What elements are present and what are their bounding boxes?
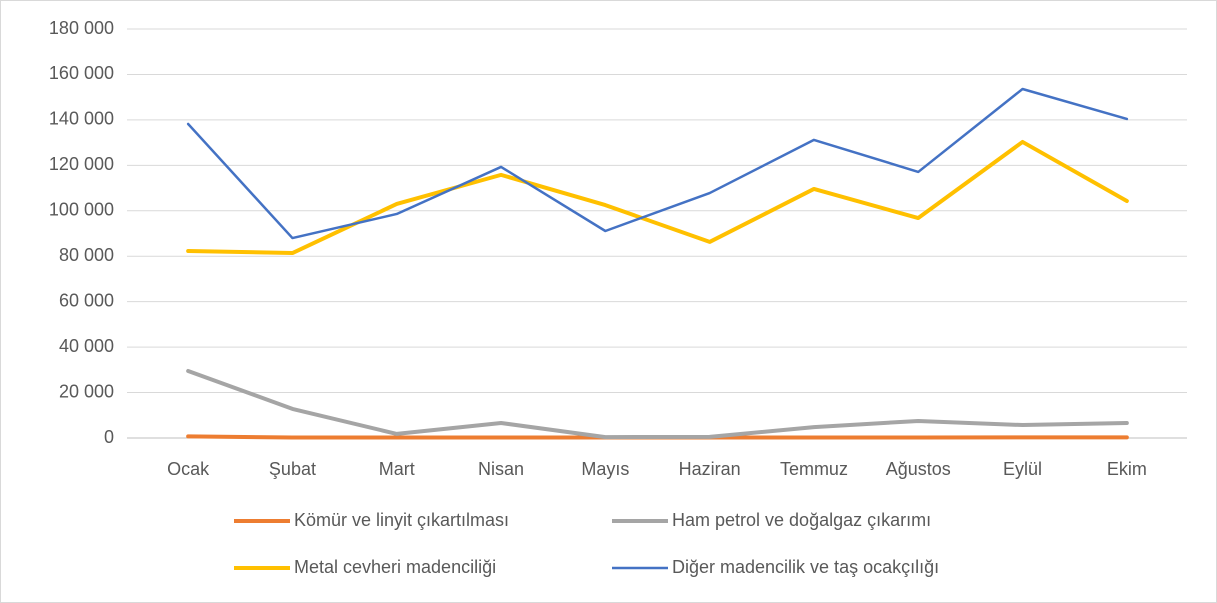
legend-label: Kömür ve linyit çıkartılması: [294, 510, 509, 530]
series-line: [186, 87, 1129, 240]
y-tick-label: 160 000: [49, 63, 114, 83]
y-tick-label: 120 000: [49, 154, 114, 174]
x-tick-label: Eylül: [1003, 459, 1042, 479]
y-tick-label: 60 000: [59, 290, 114, 310]
x-tick-label: Nisan: [478, 459, 524, 479]
x-tick-label: Şubat: [269, 459, 316, 479]
x-tick-label: Mayıs: [581, 459, 629, 479]
series-line: [186, 139, 1129, 256]
x-tick-label: Ekim: [1107, 459, 1147, 479]
series-line: [186, 368, 1129, 440]
y-tick-label: 140 000: [49, 109, 114, 129]
legend-label: Diğer madencilik ve taş ocakçılığı: [672, 557, 939, 577]
y-tick-label: 0: [104, 427, 114, 447]
x-tick-label: Temmuz: [780, 459, 848, 479]
legend-label: Ham petrol ve doğalgaz çıkarımı: [672, 510, 931, 530]
x-tick-label: Ağustos: [886, 459, 951, 479]
y-tick-label: 80 000: [59, 245, 114, 265]
x-tick-label: Haziran: [679, 459, 741, 479]
x-tick-label: Mart: [379, 459, 415, 479]
y-tick-label: 180 000: [49, 18, 114, 38]
y-tick-label: 40 000: [59, 336, 114, 356]
x-tick-label: Ocak: [167, 459, 210, 479]
y-tick-label: 100 000: [49, 200, 114, 220]
legend-label: Metal cevheri madenciliği: [294, 557, 496, 577]
y-tick-label: 20 000: [59, 381, 114, 401]
